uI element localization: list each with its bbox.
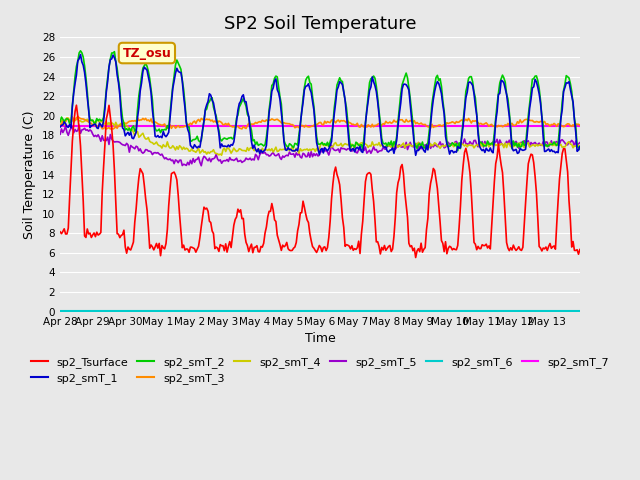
X-axis label: Time: Time [305, 332, 335, 345]
Y-axis label: Soil Temperature (C): Soil Temperature (C) [24, 110, 36, 239]
Title: SP2 Soil Temperature: SP2 Soil Temperature [224, 15, 416, 33]
Text: TZ_osu: TZ_osu [122, 47, 172, 60]
Legend: sp2_Tsurface, sp2_smT_1, sp2_smT_2, sp2_smT_3, sp2_smT_4, sp2_smT_5, sp2_smT_6, : sp2_Tsurface, sp2_smT_1, sp2_smT_2, sp2_… [27, 352, 613, 388]
